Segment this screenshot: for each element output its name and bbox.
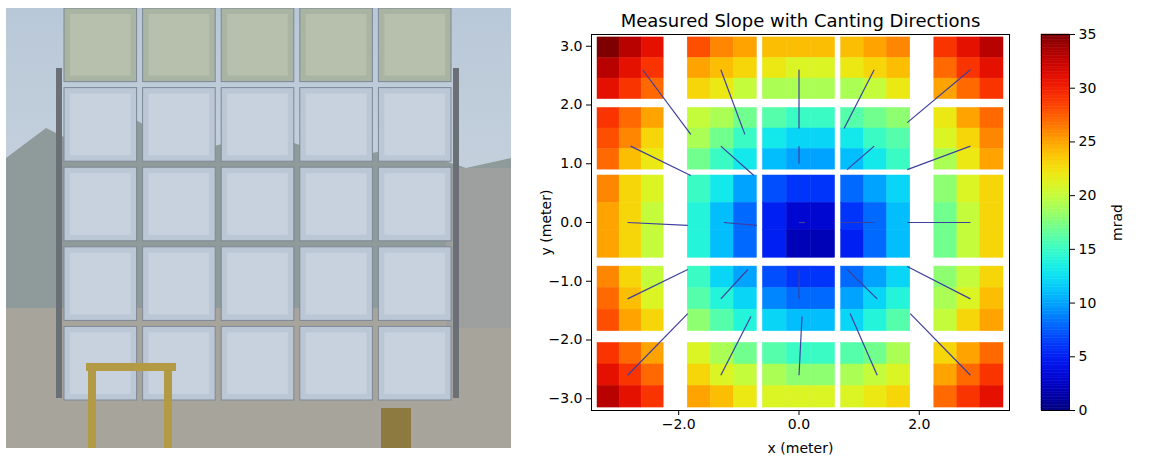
svg-text:0: 0 [1079, 402, 1088, 418]
svg-text:mrad: mrad [1109, 204, 1125, 241]
svg-text:3.0: 3.0 [560, 38, 582, 54]
svg-text:Measured Slope with Canting Di: Measured Slope with Canting Directions [621, 10, 981, 31]
svg-text:5: 5 [1079, 348, 1088, 364]
svg-text:10: 10 [1079, 295, 1097, 311]
svg-text:2.0: 2.0 [560, 96, 582, 112]
svg-text:35: 35 [1079, 26, 1097, 42]
svg-text:−1.0: −1.0 [549, 273, 583, 289]
svg-text:20: 20 [1079, 187, 1097, 203]
svg-text:30: 30 [1079, 80, 1097, 96]
svg-text:x (meter): x (meter) [768, 440, 834, 456]
svg-text:1.0: 1.0 [560, 155, 582, 171]
svg-text:25: 25 [1079, 133, 1097, 149]
svg-text:y (meter): y (meter) [538, 190, 554, 256]
svg-text:0.0: 0.0 [788, 416, 810, 432]
svg-text:−3.0: −3.0 [549, 390, 583, 406]
svg-text:−2.0: −2.0 [549, 331, 583, 347]
svg-text:−2.0: −2.0 [662, 416, 696, 432]
svg-text:15: 15 [1079, 241, 1097, 257]
svg-text:2.0: 2.0 [908, 416, 930, 432]
svg-text:0.0: 0.0 [560, 214, 582, 230]
